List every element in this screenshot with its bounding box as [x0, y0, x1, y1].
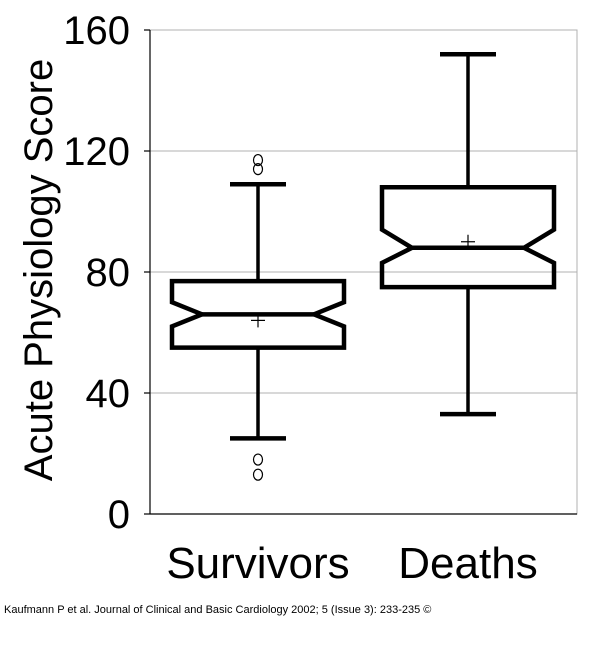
- notched-box: [379, 185, 557, 290]
- y-tick-label: 80: [86, 251, 131, 295]
- gridlines: [149, 29, 578, 515]
- outlier-point: [252, 468, 264, 481]
- axes: [144, 29, 577, 515]
- box-survivors: [169, 153, 347, 481]
- category-labels: Survivors Deaths: [166, 539, 537, 588]
- box-series: [169, 51, 557, 481]
- category-label: Survivors: [166, 539, 349, 588]
- y-tick-label: 0: [108, 493, 130, 537]
- y-axis-label: Acute Physiology Score: [17, 59, 61, 481]
- y-tick-labels: 0 40 80 120 160: [63, 9, 130, 537]
- notched-box: [169, 278, 347, 350]
- box-deaths: [379, 51, 557, 417]
- outlier-point: [252, 153, 264, 167]
- y-tick-label: 160: [63, 9, 130, 53]
- category-label: Deaths: [398, 539, 537, 588]
- outlier-point: [252, 163, 264, 176]
- y-tick-label: 120: [63, 130, 130, 174]
- box-plot-chart: 0 40 80 120 160 Survivors Deaths Acute Physio…: [17, 9, 578, 588]
- source-caption: Kaufmann P et al. Journal of Clinical an…: [4, 604, 432, 616]
- outlier-point: [252, 453, 264, 466]
- y-tick-label: 40: [86, 372, 131, 416]
